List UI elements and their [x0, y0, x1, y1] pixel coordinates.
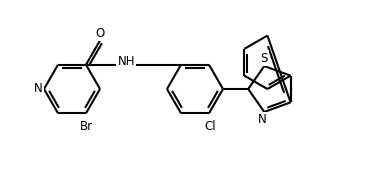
Text: S: S: [261, 52, 268, 65]
Text: O: O: [95, 27, 105, 40]
Text: NH: NH: [117, 55, 135, 68]
Text: Br: Br: [79, 120, 93, 133]
Text: N: N: [34, 83, 42, 95]
Text: Cl: Cl: [204, 120, 216, 133]
Text: N: N: [258, 113, 267, 126]
